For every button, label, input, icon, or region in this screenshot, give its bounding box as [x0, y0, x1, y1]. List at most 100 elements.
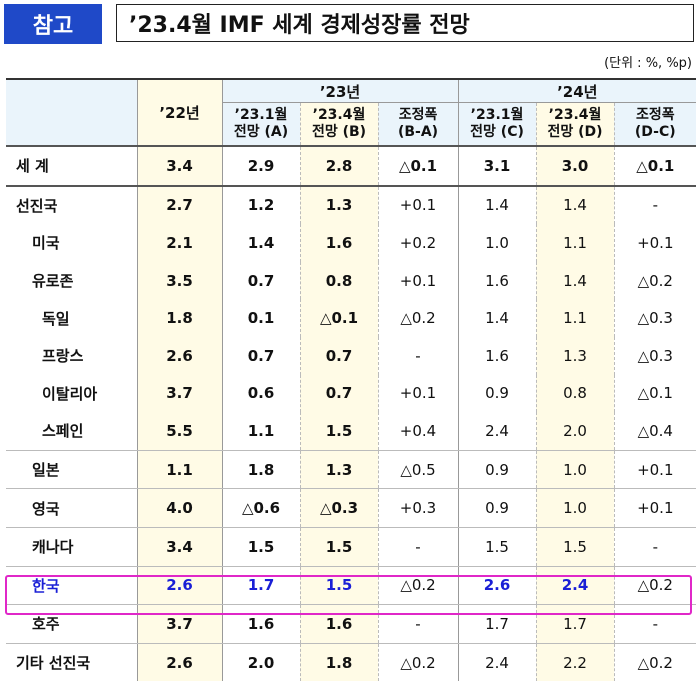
sub-header-b-l1: ’23.4월: [312, 107, 366, 123]
row-label: 기타 선진국: [16, 654, 91, 673]
growth-forecast-table: ’22년 ’23년 ’24년 ’23.1월 전망 (A) ’23.4월 전망 (B)…: [6, 78, 697, 682]
table-row: 호주 3.7 1.6 1.6-1.7 1.7-: [6, 604, 697, 644]
row-label: 프랑스: [42, 347, 84, 366]
value-cell: 2.7: [136, 185, 222, 225]
value-cell: 0.9: [457, 450, 537, 490]
sub-header-a-l2: 전망 (A): [233, 124, 289, 140]
value-cell: △0.1: [299, 299, 378, 337]
sub-header-a-l1: ’23.1월: [234, 107, 288, 123]
value-cell: 1.6: [221, 604, 300, 644]
value-cell: 2.1: [136, 224, 222, 262]
value-cell: 3.0: [535, 146, 615, 187]
value-cell: 1.6: [299, 604, 378, 644]
unit-label: (단위 : %, %p): [604, 56, 692, 71]
value-cell: 2.2: [535, 643, 615, 682]
value-cell: 2.0: [535, 412, 615, 451]
value-cell: 1.8: [299, 643, 378, 682]
value-cell: 2.8: [299, 146, 378, 187]
value-cell: 1.6: [457, 261, 537, 300]
sub-header-c-l2: 전망 (C): [470, 124, 524, 140]
value-cell: 0.9: [457, 488, 537, 528]
col-header-24: ’24년: [457, 78, 697, 103]
sub-header-c: ’23.1월 전망 (C): [457, 102, 537, 146]
sub-header-a: ’23.1월 전망 (A): [221, 102, 300, 146]
table-row: 선진국 2.7 1.2 1.3 +0.1 1.4 1.4-: [6, 185, 697, 225]
table-row: 영국 4.0 △0.6 △0.3 +0.3 0.9 1.0 +0.1: [6, 488, 697, 528]
value-cell: 2.6: [136, 643, 222, 682]
value-cell: 0.8: [299, 261, 378, 300]
sub-header-dc-l1: 조정폭: [635, 107, 675, 123]
row-label: 영국: [6, 488, 137, 528]
value-cell: △0.3: [299, 488, 378, 528]
row-label: 스페인: [6, 412, 137, 451]
value-cell: -: [377, 336, 459, 375]
table-row: 캐나다 3.4 1.5 1.5-1.5 1.5-: [6, 527, 697, 567]
value-cell: 1.4: [457, 299, 537, 337]
value-cell: 1.4: [457, 185, 537, 225]
value-cell: 3.1: [457, 146, 537, 187]
value-cell: 1.3: [535, 336, 615, 375]
value-cell: 3.7: [136, 604, 222, 644]
value-cell: 1.1: [535, 299, 615, 337]
value-cell: 2.0: [221, 643, 300, 682]
value-cell: 2.6: [136, 336, 222, 375]
value-cell: 1.0: [535, 488, 615, 528]
value-cell: 2.4: [457, 643, 537, 682]
value-cell: 2.6: [457, 566, 537, 606]
sub-header-dc: 조정폭 (D-C): [613, 102, 697, 146]
value-cell: 2.4: [535, 566, 615, 606]
value-cell: 0.8: [535, 374, 615, 413]
value-cell: +0.1: [613, 450, 697, 490]
table-row: 스페인 5.5 1.1 1.5 +0.4 2.4 2.0 △0.4: [6, 412, 697, 451]
value-cell: △0.2: [613, 566, 697, 606]
value-cell: 5.5: [136, 412, 222, 451]
value-cell: △0.1: [613, 146, 697, 187]
reference-badge: 참고: [4, 4, 102, 44]
sub-header-d-l1: ’23.4월: [548, 107, 602, 123]
value-cell: 4.0: [136, 488, 222, 528]
value-cell: 0.7: [299, 336, 378, 375]
row-label: 유로존: [32, 272, 74, 291]
value-cell: △0.3: [613, 336, 697, 375]
value-cell: 1.7: [221, 566, 300, 606]
value-cell: 1.7: [457, 604, 537, 644]
value-cell: △0.1: [377, 146, 459, 187]
table-row: 이탈리아 3.7 0.6 0.7 +0.1 0.9 0.8 △0.1: [6, 374, 697, 413]
value-cell: 1.1: [136, 450, 222, 490]
value-cell: 1.5: [457, 527, 537, 567]
sub-header-c-l1: ’23.1월: [470, 107, 524, 123]
row-label: 세 계: [6, 146, 137, 187]
sub-header-b-l2: 전망 (B): [311, 124, 367, 140]
value-cell: -: [613, 527, 697, 567]
value-cell: 1.6: [299, 224, 378, 262]
value-cell: +0.1: [613, 224, 697, 262]
value-cell: 0.7: [221, 261, 300, 300]
value-cell: +0.1: [613, 488, 697, 528]
value-cell: 1.5: [299, 412, 378, 451]
value-cell: 0.7: [221, 336, 300, 375]
value-cell: 1.3: [299, 185, 378, 225]
row-label: 이탈리아: [42, 384, 98, 403]
value-cell: -: [613, 185, 697, 225]
sub-header-dc-l2: (D-C): [634, 124, 676, 140]
sub-header-ba-l1: 조정폭: [398, 107, 438, 123]
table-row: 일본 1.1 1.8 1.3 △0.5 0.9 1.0 +0.1: [6, 450, 697, 490]
value-cell: 3.4: [136, 146, 222, 187]
value-cell: 0.1: [221, 299, 300, 337]
value-cell: +0.1: [377, 374, 459, 413]
table-row: 독일 1.8 0.1 △0.1 △0.2 1.4 1.1 △0.3: [6, 299, 697, 337]
value-cell: -: [377, 527, 459, 567]
col-header-23: ’23년: [221, 78, 459, 103]
value-cell: +0.1: [377, 261, 459, 300]
value-cell: 1.5: [535, 527, 615, 567]
sub-header-b: ’23.4월 전망 (B): [299, 102, 378, 146]
value-cell: +0.3: [377, 488, 459, 528]
value-cell: 0.9: [457, 374, 537, 413]
row-label: 호주: [6, 604, 137, 644]
value-cell: △0.2: [613, 261, 697, 300]
table-row: 한국 2.6 1.7 1.5 △0.2 2.6 2.4 △0.2: [6, 566, 697, 606]
value-cell: 1.4: [535, 185, 615, 225]
value-cell: 1.5: [299, 527, 378, 567]
value-cell: △0.2: [377, 643, 459, 682]
value-cell: +0.4: [377, 412, 459, 451]
